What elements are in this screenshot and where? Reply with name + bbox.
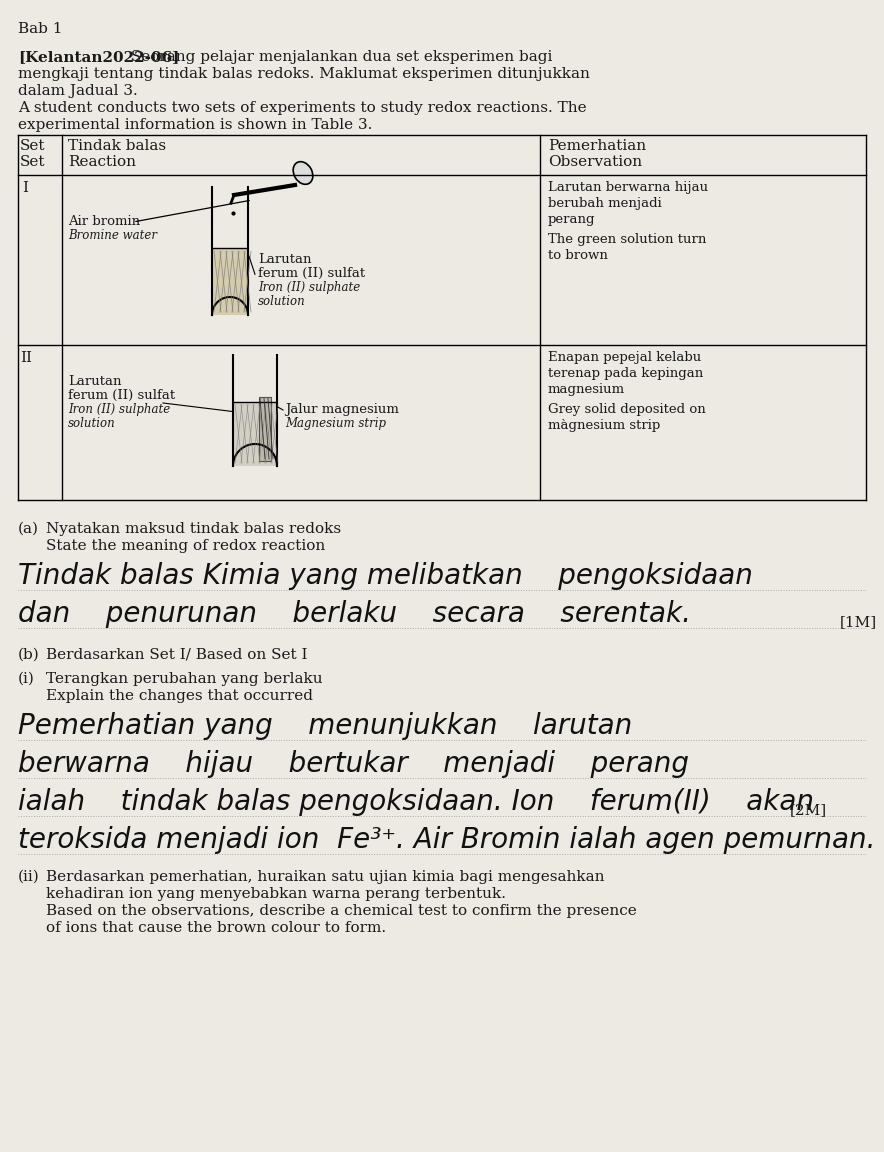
Ellipse shape (293, 161, 313, 184)
Text: solution: solution (258, 295, 306, 309)
Text: Terangkan perubahan yang berlaku: Terangkan perubahan yang berlaku (46, 672, 323, 685)
Polygon shape (213, 249, 247, 314)
Text: Jalur magnesium: Jalur magnesium (285, 403, 399, 416)
Text: Berdasarkan pemerhatian, huraikan satu ujian kimia bagi mengesahkan: Berdasarkan pemerhatian, huraikan satu u… (46, 870, 605, 884)
Text: Pemerhatian yang    menunjukkan    larutan: Pemerhatian yang menunjukkan larutan (18, 712, 632, 740)
Text: [Kelantan2022-06]: [Kelantan2022-06] (18, 50, 179, 65)
Text: Berdasarkan Set I/ Based on Set I: Berdasarkan Set I/ Based on Set I (46, 647, 308, 662)
Text: Iron (II) sulphate: Iron (II) sulphate (258, 281, 361, 294)
Text: solution: solution (68, 417, 116, 430)
Polygon shape (234, 402, 276, 467)
Text: Seorang pelajar menjalankan dua set eksperimen bagi: Seorang pelajar menjalankan dua set eksp… (126, 50, 552, 65)
Text: Pemerhatian: Pemerhatian (548, 139, 646, 153)
Text: (i): (i) (18, 672, 34, 685)
Text: to brown: to brown (548, 249, 608, 262)
Text: Bromine water: Bromine water (68, 229, 157, 242)
Text: màgnesium strip: màgnesium strip (548, 419, 660, 432)
Text: Tindak balas: Tindak balas (68, 139, 166, 153)
Text: Set: Set (20, 139, 45, 153)
Text: Explain the changes that occurred: Explain the changes that occurred (46, 689, 313, 703)
Text: Iron (II) sulphate: Iron (II) sulphate (68, 403, 171, 416)
Text: ialah    tindak balas pengoksidaan. Ion    ferum(II)    akan: ialah tindak balas pengoksidaan. Ion fer… (18, 788, 814, 816)
Text: teroksida menjadi ion  Fe³⁺. Air Bromin ialah agen pemurnan.: teroksida menjadi ion Fe³⁺. Air Bromin i… (18, 826, 875, 854)
Text: Grey solid deposited on: Grey solid deposited on (548, 403, 705, 416)
Text: Based on the observations, describe a chemical test to confirm the presence: Based on the observations, describe a ch… (46, 904, 636, 918)
Text: ferum (II) sulfat: ferum (II) sulfat (258, 267, 365, 280)
Text: Enapan pepejal kelabu: Enapan pepejal kelabu (548, 351, 701, 364)
Text: Magnesium strip: Magnesium strip (285, 417, 386, 430)
Text: Air bromin: Air bromin (68, 215, 141, 228)
Text: The green solution turn: The green solution turn (548, 233, 706, 247)
Text: State the meaning of redox reaction: State the meaning of redox reaction (46, 539, 325, 553)
Polygon shape (259, 396, 271, 461)
Text: mengkaji tentang tindak balas redoks. Maklumat eksperimen ditunjukkan: mengkaji tentang tindak balas redoks. Ma… (18, 67, 590, 81)
Text: Nyatakan maksud tindak balas redoks: Nyatakan maksud tindak balas redoks (46, 522, 341, 536)
Text: terenap pada kepingan: terenap pada kepingan (548, 367, 704, 380)
Text: A student conducts two sets of experiments to study redox reactions. The: A student conducts two sets of experimen… (18, 101, 587, 115)
Text: Larutan: Larutan (68, 376, 121, 388)
Text: experimental information is shown in Table 3.: experimental information is shown in Tab… (18, 118, 372, 132)
Text: [2M]: [2M] (790, 803, 827, 817)
Text: (ii): (ii) (18, 870, 40, 884)
Text: Larutan berwarna hijau: Larutan berwarna hijau (548, 181, 708, 194)
Text: kehadiran ion yang menyebabkan warna perang terbentuk.: kehadiran ion yang menyebabkan warna per… (46, 887, 506, 901)
Text: (a): (a) (18, 522, 39, 536)
Text: berwarna    hijau    bertukar    menjadi    perang: berwarna hijau bertukar menjadi perang (18, 750, 689, 778)
Text: Reaction: Reaction (68, 156, 136, 169)
Text: dalam Jadual 3.: dalam Jadual 3. (18, 84, 138, 98)
Text: Tindak balas Kimia yang melibatkan    pengoksidaan: Tindak balas Kimia yang melibatkan pengo… (18, 562, 753, 590)
Text: Set: Set (20, 156, 45, 169)
Text: I: I (22, 181, 28, 195)
Text: magnesium: magnesium (548, 382, 625, 396)
Text: perang: perang (548, 213, 596, 226)
Text: Larutan: Larutan (258, 253, 311, 266)
Text: of ions that cause the brown colour to form.: of ions that cause the brown colour to f… (46, 920, 386, 935)
Text: II: II (20, 351, 32, 365)
Text: Bab 1: Bab 1 (18, 22, 63, 36)
Text: ferum (II) sulfat: ferum (II) sulfat (68, 389, 175, 402)
Text: berubah menjadi: berubah menjadi (548, 197, 662, 210)
Text: dan    penurunan    berlaku    secara    serentak.: dan penurunan berlaku secara serentak. (18, 600, 691, 628)
Text: (b): (b) (18, 647, 40, 662)
Text: [1M]: [1M] (840, 615, 877, 629)
Text: Observation: Observation (548, 156, 642, 169)
